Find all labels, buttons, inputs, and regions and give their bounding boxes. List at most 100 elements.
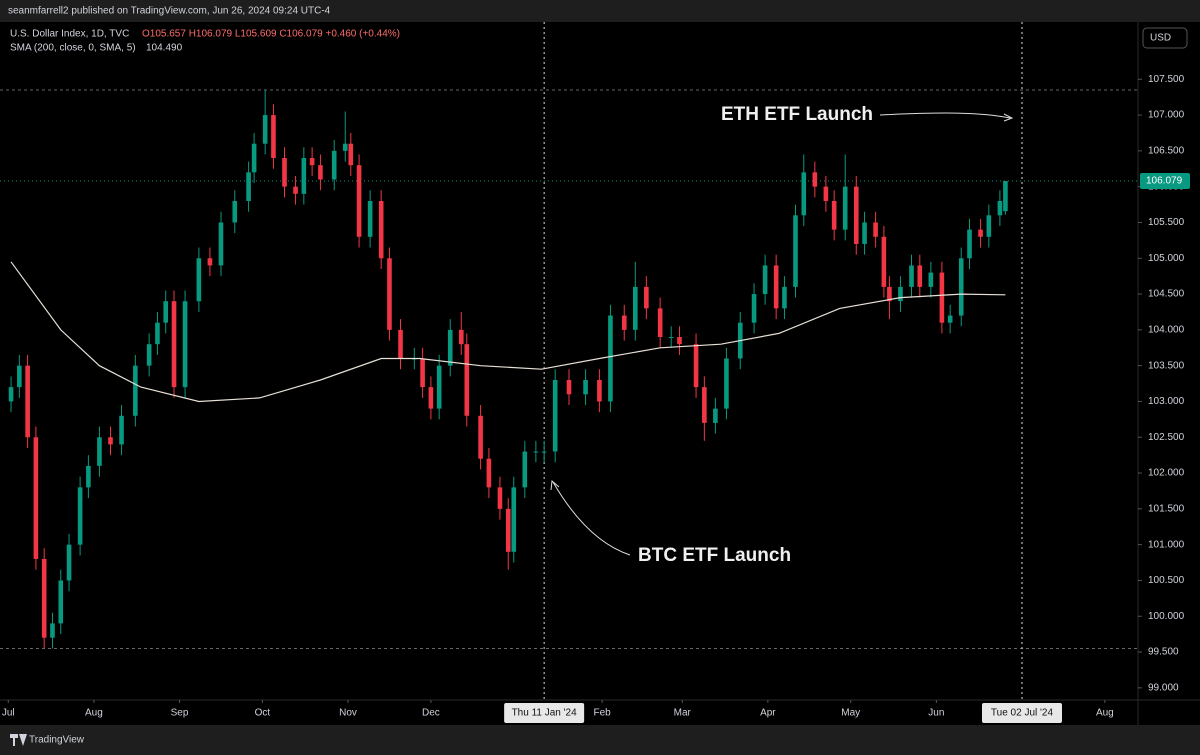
event-label: Tue 02 Jul '24: [991, 708, 1054, 719]
candle-body: [939, 272, 945, 323]
candle-body: [428, 387, 434, 409]
annotation: ETH ETF Launch: [721, 104, 873, 125]
candle-body: [155, 322, 160, 345]
y-tick-label: 104.500: [1148, 289, 1185, 300]
candle-body: [751, 294, 757, 323]
currency-label: USD: [1150, 33, 1171, 44]
btc-arrow: [552, 481, 631, 556]
candle-body: [398, 329, 403, 359]
candle-body: [387, 258, 392, 330]
candle-body: [947, 315, 953, 323]
x-tick-label: Dec: [422, 708, 440, 719]
candle-body: [478, 415, 483, 459]
candle-body: [282, 158, 287, 187]
candle-body: [17, 365, 22, 388]
candle-body: [163, 301, 169, 323]
y-tick-label: 102.000: [1148, 468, 1185, 479]
x-tick-label: Sep: [171, 708, 189, 719]
candle-body: [842, 186, 848, 230]
candle-body: [773, 265, 779, 309]
y-tick-label: 106.500: [1148, 146, 1185, 157]
candle-body: [146, 344, 152, 366]
candle-body: [309, 158, 315, 166]
candle-body: [25, 365, 30, 438]
x-tick-label: Aug: [85, 708, 103, 719]
y-tick-label: 101.500: [1148, 503, 1185, 514]
candle-body: [301, 158, 307, 194]
candle-body: [218, 222, 224, 266]
candle-body: [713, 408, 718, 423]
candle-body: [986, 215, 992, 237]
y-tick-label: 107.500: [1148, 74, 1185, 85]
candle-body: [621, 315, 627, 330]
candle-body: [436, 365, 442, 409]
candle-body: [958, 258, 964, 316]
candle-body: [801, 172, 807, 216]
candle-body: [917, 265, 923, 287]
y-tick-label: 101.000: [1148, 539, 1185, 550]
candle-body: [693, 344, 699, 388]
candle-body: [50, 623, 55, 638]
event-label-box: [504, 703, 585, 723]
y-tick-label: 99.500: [1148, 647, 1179, 658]
candle-body: [677, 337, 682, 345]
candle-body: [8, 387, 14, 402]
candle-body: [486, 458, 492, 488]
btc-arrowhead: [550, 480, 560, 491]
candle-body: [86, 465, 91, 488]
event-label-box: [981, 703, 1062, 723]
candle-body: [367, 200, 373, 237]
candle-body: [644, 286, 649, 309]
candle-body: [318, 165, 323, 180]
candle-body: [793, 215, 798, 287]
event-label: Thu 11 Jan '24: [512, 708, 578, 719]
candle-body: [909, 265, 914, 287]
candle-body: [823, 186, 829, 201]
y-tick-label: 99.000: [1148, 682, 1179, 693]
candle-body: [497, 487, 503, 509]
candle-body: [66, 544, 72, 581]
candle-body: [58, 580, 64, 624]
y-tick-label: 104.000: [1148, 324, 1185, 335]
candle-body: [862, 222, 867, 244]
x-tick-label: Feb: [594, 708, 612, 719]
currency-button[interactable]: [1142, 27, 1188, 49]
candle-body: [458, 329, 464, 345]
x-tick-label: Nov: [339, 708, 357, 719]
candle-body: [541, 451, 547, 453]
x-tick-label: May: [841, 708, 860, 719]
candle-body: [566, 379, 572, 395]
publisher: seanmfarrell2 published on TradingView.c…: [8, 6, 331, 17]
candle-body: [511, 487, 517, 552]
candle-body: [207, 258, 213, 266]
last-price-box: [1140, 173, 1190, 190]
eth-arrow: [879, 112, 1011, 119]
candle-body: [724, 358, 729, 409]
footer-bar: [0, 725, 1200, 755]
candle-body: [33, 437, 39, 559]
candle-body: [232, 200, 238, 223]
candle-body: [853, 186, 859, 244]
y-tick-label: 100.500: [1148, 575, 1185, 586]
candle-body: [182, 301, 188, 388]
candle-body: [583, 379, 588, 395]
footer-brand: TradingView: [29, 735, 85, 746]
header-bar: [0, 0, 1200, 22]
candle-body: [873, 222, 878, 237]
candle-body: [348, 143, 354, 166]
sma-line: [10, 261, 1006, 403]
y-tick-label: 107.000: [1148, 110, 1185, 121]
candle-body: [552, 379, 558, 452]
x-tick-label: Jun: [928, 708, 944, 719]
candle-body: [608, 315, 613, 402]
y-tick-label: 100.000: [1148, 611, 1185, 622]
candle-body: [632, 286, 638, 330]
x-tick-label: Aug: [1096, 708, 1114, 719]
candle-body: [251, 143, 257, 173]
x-tick-label: Apr: [760, 708, 776, 719]
last-price-label: 106.079: [1146, 176, 1183, 187]
candle-body: [812, 172, 818, 187]
candle-body: [119, 415, 124, 445]
